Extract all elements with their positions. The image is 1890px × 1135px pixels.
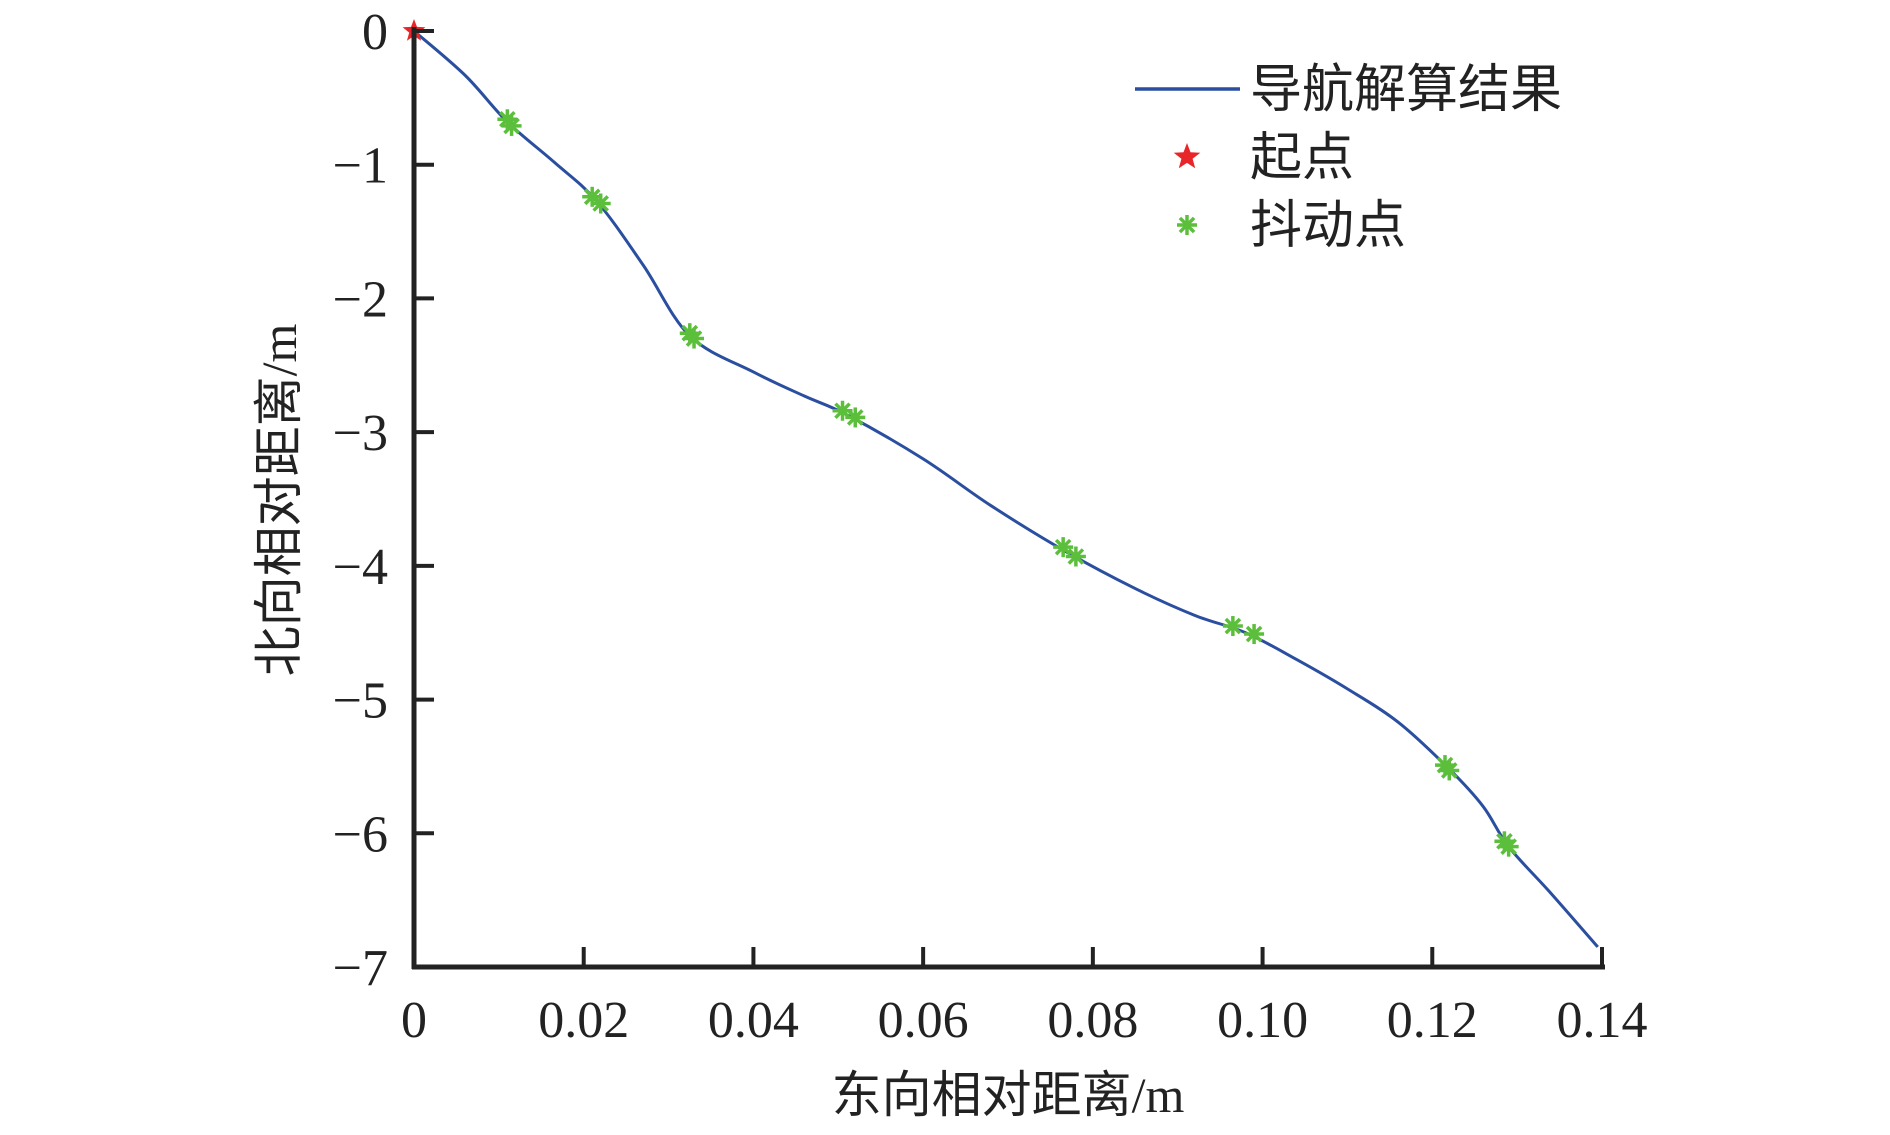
x-tick-label: 0 — [401, 992, 427, 1049]
legend-label: 起点 — [1250, 130, 1354, 187]
x-tick-label: 0.08 — [1047, 992, 1138, 1049]
jitter-point-marker — [1065, 546, 1086, 567]
x-tick-label: 0.04 — [708, 992, 799, 1049]
y-tick-label: −2 — [333, 271, 388, 328]
jitter-point-marker — [1053, 537, 1074, 558]
asterisk-stroke — [1224, 617, 1242, 635]
legend-asterisk-swatch — [1177, 215, 1197, 235]
asterisk-stroke — [1178, 216, 1196, 234]
jitter-point-marker — [832, 400, 853, 421]
jitter-point-marker — [1244, 624, 1265, 645]
asterisk-stroke — [685, 330, 703, 347]
y-tick-label: 0 — [362, 4, 388, 61]
jitter-point-marker — [1498, 836, 1519, 857]
y-tick-label: −4 — [333, 539, 388, 596]
navigation-result-line — [413, 29, 1599, 948]
x-tick-label: 0.06 — [878, 992, 969, 1049]
jitter-point-marker — [684, 328, 705, 349]
jitter-point-marker — [1439, 760, 1460, 781]
x-axis-label: 东向相对距离/m — [832, 1067, 1185, 1123]
y-tick-label: −3 — [333, 405, 388, 462]
asterisk-stroke — [1054, 538, 1072, 556]
asterisk-stroke — [592, 195, 609, 212]
jitter-point-marker — [590, 193, 611, 214]
y-tick-label: −6 — [333, 806, 388, 863]
x-tick-label: 0.02 — [538, 992, 629, 1049]
x-tick-label: 0.14 — [1557, 992, 1648, 1049]
asterisk-stroke — [1067, 548, 1085, 565]
asterisk-stroke — [1245, 625, 1263, 643]
x-tick-label: 0.12 — [1387, 992, 1478, 1049]
legend-star-swatch — [1173, 143, 1201, 169]
y-tick-label: −1 — [333, 138, 388, 195]
jitter-point-marker — [845, 407, 866, 428]
x-tick-label: 0.10 — [1217, 992, 1308, 1049]
jitter-point-marker — [501, 115, 522, 136]
y-tick-label: −7 — [333, 940, 388, 997]
asterisk-stroke — [846, 409, 864, 426]
asterisk-stroke — [583, 188, 601, 206]
y-tick-label: −5 — [333, 673, 388, 730]
asterisk-stroke — [503, 117, 520, 135]
y-axis-label: 北向相对距离/m — [251, 324, 307, 677]
legend-label: 导航解算结果 — [1250, 62, 1562, 119]
asterisk-stroke — [1440, 762, 1458, 779]
jitter-point-marker — [1222, 616, 1243, 637]
asterisk-stroke — [834, 402, 851, 420]
legend-label: 抖动点 — [1250, 198, 1406, 255]
asterisk-stroke — [1500, 838, 1517, 855]
